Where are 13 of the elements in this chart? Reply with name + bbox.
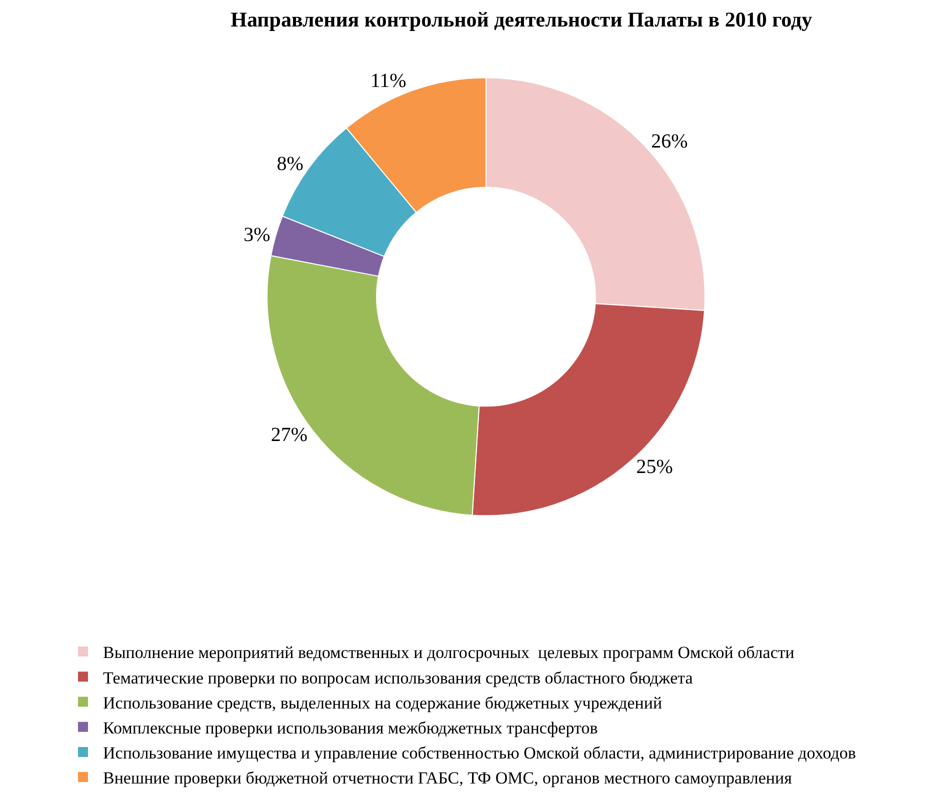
data-label: 8%: [276, 153, 304, 176]
legend-label: Комплексные проверки использования межбюджетных трансфертов: [103, 718, 598, 738]
data-label: 3%: [244, 224, 270, 246]
legend-label: Использование средств, выделенных на содержание бюджетных учреждений: [103, 693, 662, 712]
legend-label: Внешние проверки бюджетной отчетности ГАБС, ТФ ОМС, органов местного самоуправления: [103, 768, 792, 788]
legend-label: Тематические проверки по вопросам использования средств областного бюджета: [103, 668, 694, 688]
data-label: 26%: [651, 130, 688, 153]
data-label: 27%: [270, 424, 308, 446]
legend-label: Использование имущества и управление собственностью Омской области, администрирование доходов: [103, 744, 856, 763]
chart-title: Направления контрольной деятельности Палаты в 2010 году: [230, 8, 813, 32]
legend-label: Выполнение мероприятий ведомственных и долгосрочных целевых программ Омской области: [103, 643, 794, 662]
data-label: 25%: [636, 456, 673, 478]
data-label: 11%: [370, 70, 406, 92]
